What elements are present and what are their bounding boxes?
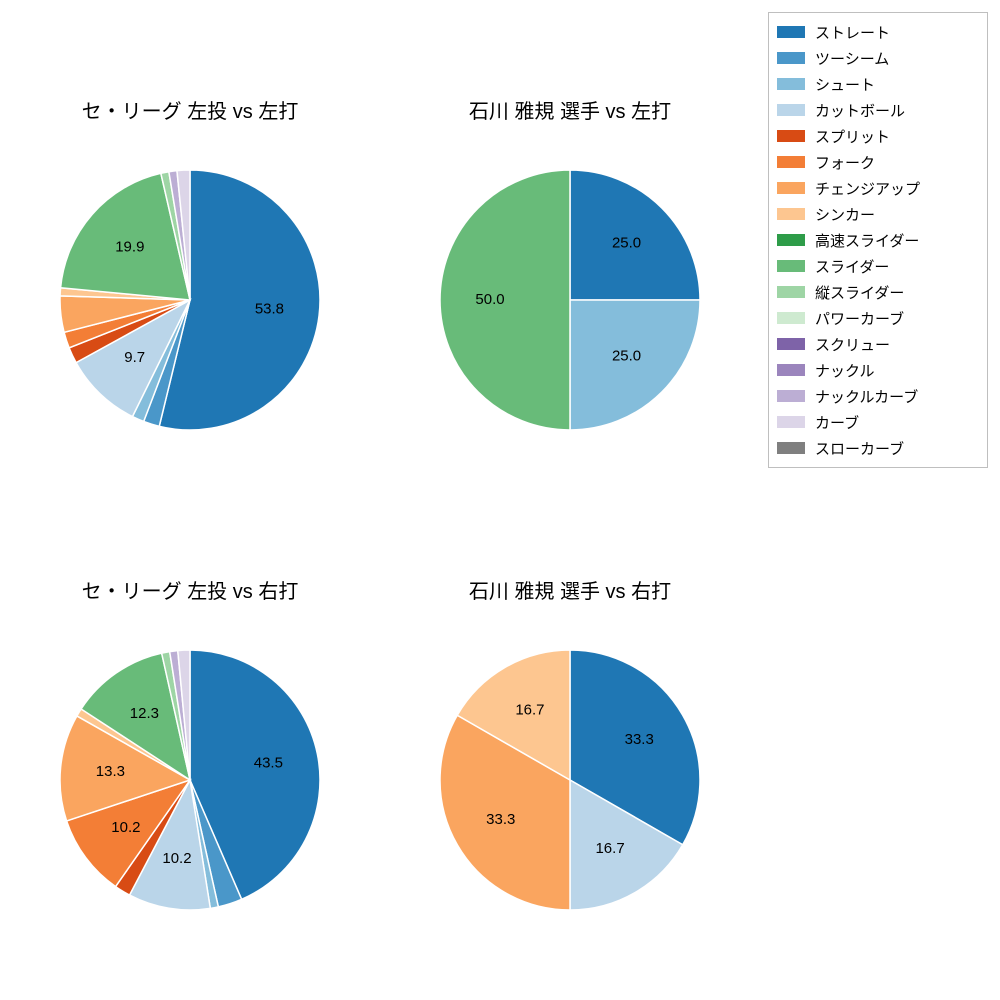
legend-label: チェンジアップ xyxy=(815,178,920,199)
legend-label: スローカーブ xyxy=(815,438,904,459)
legend-item: スローカーブ xyxy=(777,435,979,461)
legend-item: カーブ xyxy=(777,409,979,435)
panel-title: セ・リーグ 左投 vs 左打 xyxy=(0,95,380,124)
legend-item: スクリュー xyxy=(777,331,979,357)
slice-label: 10.2 xyxy=(162,850,191,867)
legend-swatch xyxy=(777,390,805,402)
legend-label: ストレート xyxy=(815,22,890,43)
legend-swatch xyxy=(777,156,805,168)
legend-item: 高速スライダー xyxy=(777,227,979,253)
slice-label: 25.0 xyxy=(612,348,641,365)
pie-chart: 33.3 16.7 33.3 16.7 xyxy=(440,650,700,910)
pie-chart: 25.0 25.0 50.0 xyxy=(440,170,700,430)
legend-item: スライダー xyxy=(777,253,979,279)
legend-label: 縦スライダー xyxy=(815,282,904,303)
legend-item: カットボール xyxy=(777,97,979,123)
legend: ストレートツーシームシュートカットボールスプリットフォークチェンジアップシンカー… xyxy=(768,12,988,468)
legend-label: ツーシーム xyxy=(815,48,889,69)
slice-label: 10.2 xyxy=(111,819,140,836)
legend-swatch xyxy=(777,364,805,376)
slice-label: 13.3 xyxy=(96,763,125,780)
figure: セ・リーグ 左投 vs 左打 53.8 9.7 19.9 石川 雅規 選手 vs 左打 2… xyxy=(0,0,1000,1000)
legend-label: スクリュー xyxy=(815,334,890,355)
panel-title: セ・リーグ 左投 vs 右打 xyxy=(0,575,380,604)
slice-label: 43.5 xyxy=(254,755,283,772)
legend-swatch xyxy=(777,338,805,350)
legend-item: シンカー xyxy=(777,201,979,227)
pie-chart: 43.5 10.2 10.2 13.3 12.3 xyxy=(60,650,320,910)
legend-label: ナックル xyxy=(815,360,875,381)
legend-swatch xyxy=(777,234,805,246)
pie-slice xyxy=(570,300,700,430)
slice-label: 12.3 xyxy=(130,705,159,722)
legend-swatch xyxy=(777,312,805,324)
chart-panel: セ・リーグ 左投 vs 右打 43.5 10.2 10.2 13.3 12.3 xyxy=(0,480,380,960)
slice-label: 50.0 xyxy=(475,291,504,308)
legend-label: シュート xyxy=(815,74,875,95)
slice-label: 53.8 xyxy=(255,300,284,317)
pie-chart: 53.8 9.7 19.9 xyxy=(60,170,320,430)
legend-item: ナックルカーブ xyxy=(777,383,979,409)
legend-item: 縦スライダー xyxy=(777,279,979,305)
slice-label: 19.9 xyxy=(115,238,144,255)
legend-item: ナックル xyxy=(777,357,979,383)
pie-slice xyxy=(440,170,570,430)
legend-item: ツーシーム xyxy=(777,45,979,71)
legend-label: カットボール xyxy=(815,100,905,121)
chart-panel: 石川 雅規 選手 vs 右打 33.3 16.7 33.3 16.7 xyxy=(380,480,760,960)
legend-swatch xyxy=(777,52,805,64)
legend-label: ナックルカーブ xyxy=(815,386,918,407)
legend-label: シンカー xyxy=(815,204,875,225)
legend-item: スプリット xyxy=(777,123,979,149)
legend-item: ストレート xyxy=(777,19,979,45)
legend-swatch xyxy=(777,416,805,428)
slice-label: 25.0 xyxy=(612,234,641,251)
legend-item: フォーク xyxy=(777,149,979,175)
legend-label: フォーク xyxy=(815,152,875,173)
legend-item: チェンジアップ xyxy=(777,175,979,201)
legend-swatch xyxy=(777,208,805,220)
slice-label: 33.3 xyxy=(486,811,515,828)
legend-swatch xyxy=(777,26,805,38)
legend-label: スプリット xyxy=(815,126,890,147)
legend-swatch xyxy=(777,260,805,272)
legend-item: シュート xyxy=(777,71,979,97)
legend-label: スライダー xyxy=(815,256,889,277)
panel-title: 石川 雅規 選手 vs 左打 xyxy=(380,95,760,124)
slice-label: 33.3 xyxy=(625,731,654,748)
slice-label: 9.7 xyxy=(124,349,145,366)
legend-swatch xyxy=(777,182,805,194)
panel-title: 石川 雅規 選手 vs 右打 xyxy=(380,575,760,604)
chart-panel: セ・リーグ 左投 vs 左打 53.8 9.7 19.9 xyxy=(0,0,380,480)
legend-label: 高速スライダー xyxy=(815,230,919,251)
slice-label: 16.7 xyxy=(595,840,624,857)
chart-grid: セ・リーグ 左投 vs 左打 53.8 9.7 19.9 石川 雅規 選手 vs 左打 2… xyxy=(0,0,760,1000)
legend-swatch xyxy=(777,442,805,454)
legend-swatch xyxy=(777,104,805,116)
slice-label: 16.7 xyxy=(515,702,544,719)
chart-panel: 石川 雅規 選手 vs 左打 25.0 25.0 50.0 xyxy=(380,0,760,480)
legend-label: カーブ xyxy=(815,412,859,433)
legend-swatch xyxy=(777,286,805,298)
legend-label: パワーカーブ xyxy=(815,308,904,329)
legend-swatch xyxy=(777,130,805,142)
legend-item: パワーカーブ xyxy=(777,305,979,331)
legend-swatch xyxy=(777,78,805,90)
